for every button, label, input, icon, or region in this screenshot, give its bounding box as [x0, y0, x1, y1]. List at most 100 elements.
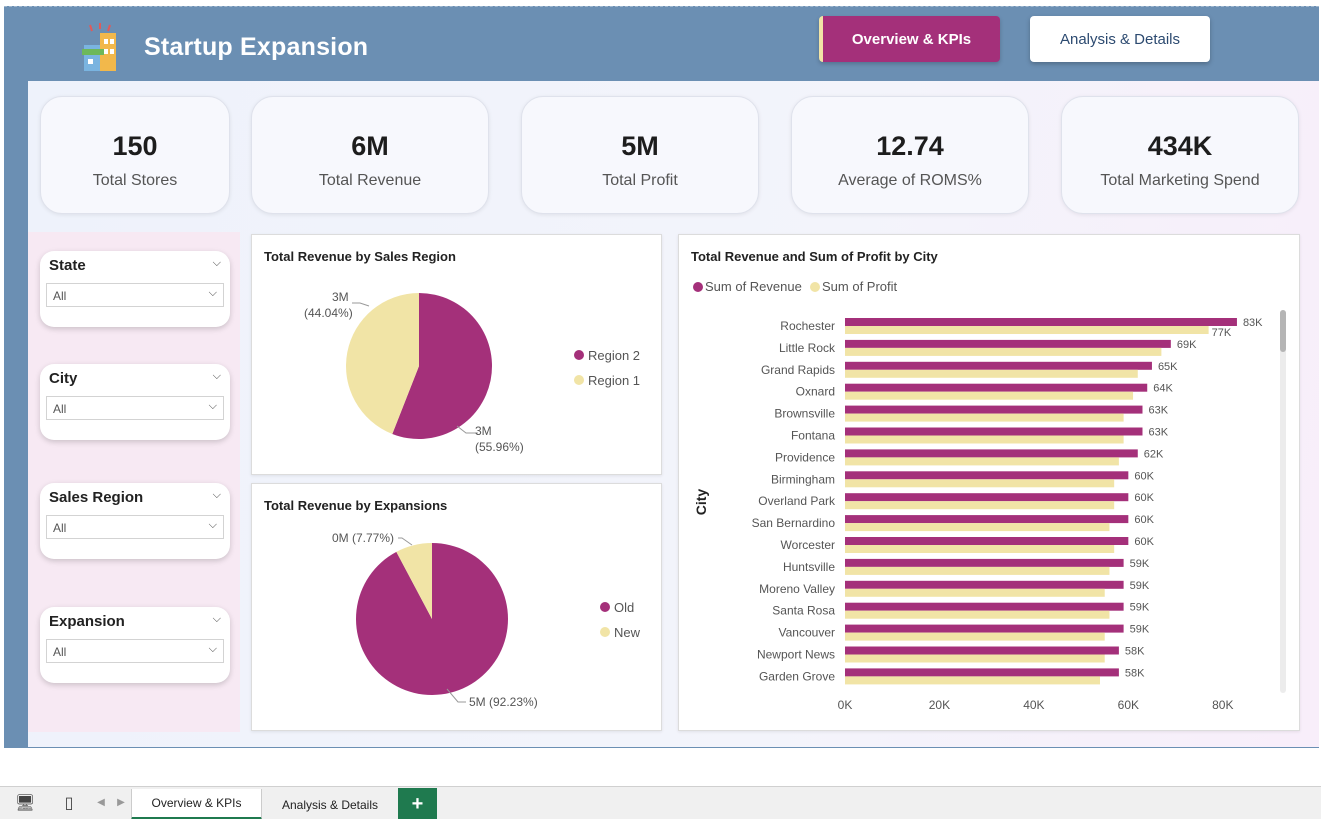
chevron-right-icon[interactable]: ▶ — [117, 797, 125, 808]
data-label-leader — [446, 688, 466, 703]
chevron-down-icon[interactable]: ⌵ — [212, 257, 221, 269]
category-label: Garden Grove — [759, 669, 835, 683]
data-label: 64K — [1153, 383, 1173, 395]
category-label: Brownsville — [774, 407, 835, 421]
legend-label: Old — [614, 600, 634, 615]
chart-title: Total Revenue and Sum of Profit by City — [691, 249, 938, 264]
expansion-dropdown[interactable]: All ⌵ — [46, 639, 224, 663]
data-label: 59K — [1130, 624, 1150, 636]
bar-revenue — [845, 580, 1124, 589]
sales-region-dropdown[interactable]: All ⌵ — [46, 515, 224, 539]
page-title: Startup Expansion — [144, 33, 369, 61]
slicer-state[interactable]: State ⌵ All ⌵ — [40, 251, 230, 327]
bar-profit — [845, 435, 1124, 444]
scrollbar-track — [1280, 310, 1286, 693]
nav-button-overview[interactable]: Overview & KPIs — [819, 16, 1000, 62]
bar-chart-city: Sum of Revenue Sum of Profit City Rochester… — [693, 279, 1286, 712]
data-label: 3M — [332, 290, 349, 304]
chart-card-revenue-by-region[interactable]: Region 2 Region 1 3M (55.96%) 3M (44.04%) Tot… — [251, 234, 662, 475]
bar-profit — [845, 676, 1100, 685]
y-axis-label: City — [693, 489, 709, 516]
tab-analysis[interactable]: Analysis & Details — [281, 797, 379, 812]
city-dropdown[interactable]: All ⌵ — [46, 396, 224, 420]
data-label: 5M (92.23%) — [469, 695, 538, 709]
bar-revenue — [845, 646, 1119, 655]
chevron-down-icon: ⌵ — [208, 400, 217, 412]
data-label: 65K — [1158, 361, 1178, 373]
nav-button-analysis[interactable]: Analysis & Details — [1030, 16, 1210, 62]
data-label: 59K — [1130, 602, 1150, 614]
slicer-sales-region[interactable]: Sales Region ⌵ All ⌵ — [40, 483, 230, 559]
slicer-expansion[interactable]: Expansion ⌵ All ⌵ — [40, 607, 230, 683]
slicer-title: State — [49, 257, 86, 274]
kpi-label: Total Profit — [602, 172, 678, 189]
building-logo-icon — [82, 23, 116, 71]
bar-profit — [845, 610, 1110, 619]
bar-revenue — [845, 383, 1148, 392]
mobile-view-icon[interactable]: ▯ — [64, 795, 74, 812]
x-tick-label: 40K — [1023, 698, 1044, 712]
chevron-left-icon[interactable]: ◀ — [97, 797, 105, 808]
bar-profit — [845, 391, 1134, 400]
chevron-down-icon[interactable]: ⌵ — [212, 613, 221, 625]
category-label: Moreno Valley — [759, 582, 835, 596]
bar-profit — [845, 545, 1115, 553]
data-label: 60K — [1134, 536, 1154, 548]
data-label: 58K — [1125, 667, 1145, 679]
chart-title: Total Revenue by Sales Region — [264, 249, 456, 264]
chart-card-revenue-profit-by-city[interactable]: Sum of Revenue Sum of Profit City Rochester… — [678, 234, 1300, 731]
legend-marker — [600, 602, 610, 612]
legend-marker — [574, 375, 584, 385]
category-label: Providence — [775, 450, 835, 464]
kpi-card-average-roms: 12.74 Average of ROMS% — [791, 96, 1029, 214]
state-dropdown[interactable]: All ⌵ — [46, 283, 224, 307]
bar-revenue — [845, 427, 1143, 436]
chart-card-revenue-by-expansion[interactable]: Old New 5M (92.23%) 0M (7.77%) Total Revenu… — [251, 483, 662, 731]
category-label: Huntsville — [783, 560, 835, 574]
chevron-down-icon[interactable]: ⌵ — [212, 370, 221, 382]
pie-slice-region-1 — [346, 293, 419, 434]
bar-profit — [845, 588, 1105, 597]
bar-profit — [845, 326, 1209, 334]
category-label: Fontana — [791, 429, 835, 443]
bar-revenue — [845, 361, 1152, 370]
add-page-button[interactable]: + — [398, 788, 437, 819]
bar-profit — [845, 501, 1115, 510]
category-label: Vancouver — [779, 626, 835, 640]
data-label: (55.96%) — [475, 440, 524, 454]
desktop-view-icon[interactable]: 🖥 — [14, 795, 36, 812]
category-label: Birmingham — [771, 472, 835, 486]
bar-profit — [845, 523, 1110, 532]
slicer-title: Sales Region — [49, 489, 144, 506]
bar-revenue — [845, 493, 1129, 502]
data-label: 69K — [1177, 339, 1197, 351]
category-label: Santa Rosa — [772, 604, 835, 618]
kpi-card-total-profit: 5M Total Profit — [521, 96, 759, 214]
chevron-down-icon: ⌵ — [208, 643, 217, 655]
bar-revenue — [845, 668, 1119, 677]
dropdown-value: All — [53, 521, 67, 535]
legend-marker — [574, 350, 584, 360]
bar-revenue — [845, 405, 1143, 414]
x-tick-label: 0K — [838, 698, 853, 712]
kpi-value: 150 — [112, 131, 158, 161]
tab-overview[interactable]: Overview & KPIs — [131, 789, 262, 819]
chevron-down-icon[interactable]: ⌵ — [212, 489, 221, 501]
data-label: 59K — [1130, 580, 1150, 592]
slicer-city[interactable]: City ⌵ All ⌵ — [40, 364, 230, 440]
data-label-leader — [398, 537, 413, 546]
slicer-title: City — [49, 370, 78, 387]
kpi-card-total-stores: 150 Total Stores — [40, 96, 230, 214]
data-label: 0M (7.77%) — [332, 531, 394, 545]
bar-revenue — [845, 318, 1237, 326]
kpi-value: 6M — [351, 131, 389, 161]
data-label: 60K — [1134, 470, 1154, 482]
kpi-label: Total Stores — [92, 172, 178, 189]
category-label: Newport News — [757, 648, 835, 662]
pie-slice-region-2 — [392, 293, 493, 439]
category-label: Grand Rapids — [761, 363, 835, 377]
kpi-card-total-revenue: 6M Total Revenue — [251, 96, 489, 214]
x-tick-label: 60K — [1118, 698, 1139, 712]
legend-label: Sum of Profit — [822, 279, 898, 294]
bar-revenue — [845, 558, 1124, 567]
